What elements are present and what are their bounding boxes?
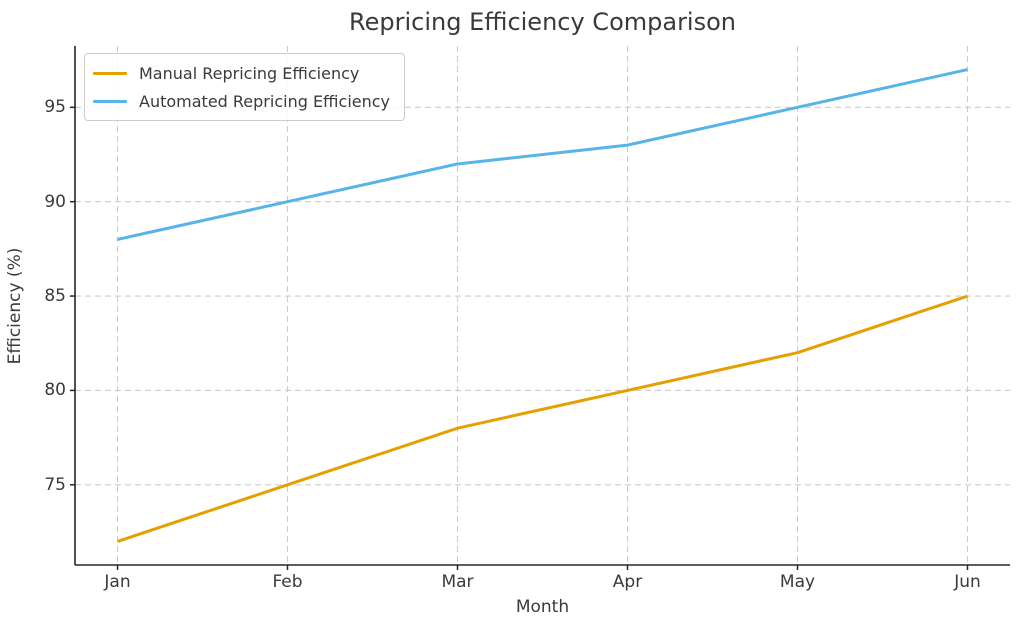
legend-item-manual: Manual Repricing Efficiency bbox=[93, 61, 390, 85]
series-line-0 bbox=[117, 294, 968, 543]
x-tick-label: Apr bbox=[612, 572, 643, 592]
y-tick-label: 80 bbox=[44, 380, 66, 401]
legend: Manual Repricing Efficiency Automated Re… bbox=[84, 53, 406, 121]
chart-title: Repricing Efficiency Comparison bbox=[349, 8, 736, 36]
x-tick-label: Mar bbox=[441, 572, 474, 592]
x-tick-label: Feb bbox=[272, 572, 303, 592]
legend-item-automated: Automated Repricing Efficiency bbox=[93, 89, 390, 113]
automated-line-swatch bbox=[93, 99, 127, 103]
legend-label-manual: Manual Repricing Efficiency bbox=[139, 63, 360, 83]
x-tick-label: Jan bbox=[104, 572, 131, 592]
series-line-1 bbox=[117, 68, 968, 241]
y-tick-label: 95 bbox=[44, 97, 66, 118]
y-tick-label: 75 bbox=[44, 474, 66, 495]
y-tick-label: 90 bbox=[44, 191, 66, 212]
x-tick-label: May bbox=[779, 572, 816, 592]
x-axis-label: Month bbox=[515, 597, 570, 617]
legend-label-automated: Automated Repricing Efficiency bbox=[139, 91, 391, 111]
x-tick-label: Jun bbox=[954, 572, 981, 592]
y-tick-label: 85 bbox=[44, 286, 66, 307]
manual-line-swatch bbox=[93, 71, 127, 75]
